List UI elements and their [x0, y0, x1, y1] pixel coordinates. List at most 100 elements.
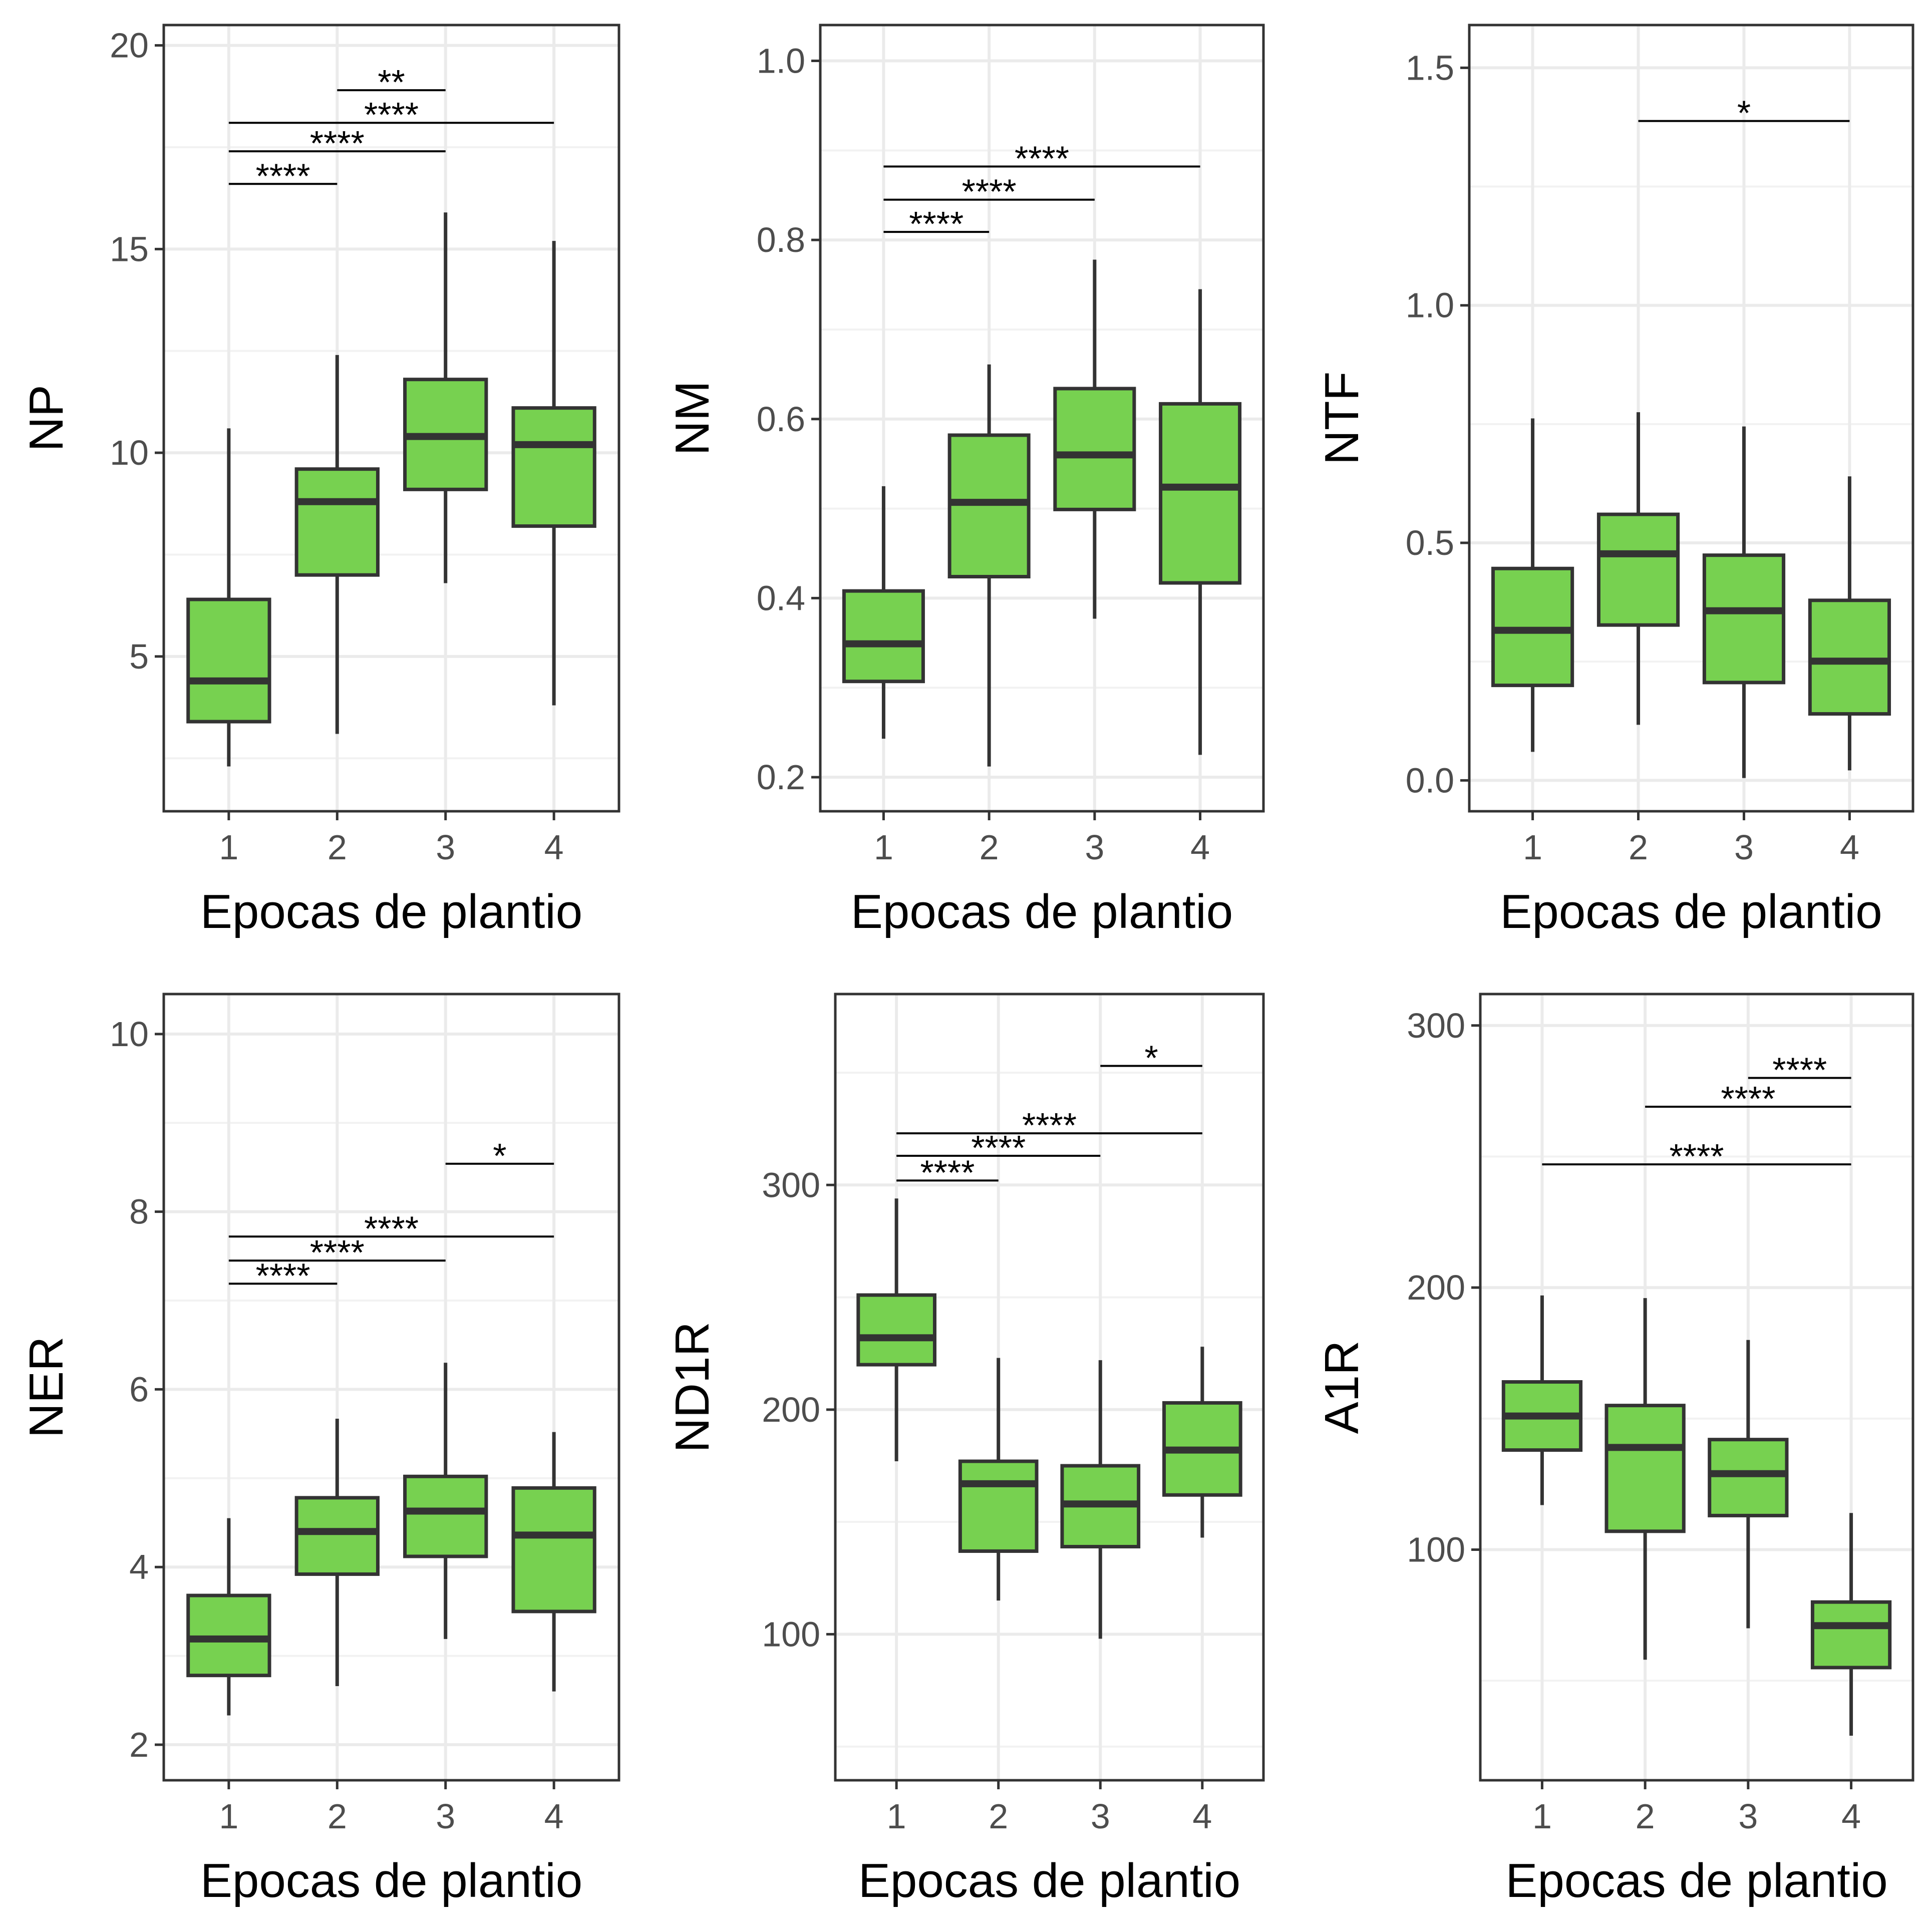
significance-bracket: ****	[896, 1106, 1202, 1145]
x-tick-label: 4	[1841, 1797, 1861, 1836]
box-3	[1060, 1360, 1141, 1639]
box-2	[294, 355, 380, 734]
significance-bracket: *	[1100, 1039, 1202, 1078]
box-body	[294, 467, 380, 577]
significance-label: ****	[1022, 1106, 1077, 1145]
x-tick-label: 3	[436, 1797, 455, 1836]
box-1	[1501, 1295, 1583, 1505]
box-4	[1162, 1347, 1242, 1538]
significance-label: ****	[256, 1256, 310, 1295]
x-tick-label: 3	[1091, 1797, 1110, 1836]
box-body	[403, 1474, 488, 1558]
panel-border	[162, 993, 620, 1782]
boxplot-panel-ntf: * 0.0 0.5 1.0 1.5 1 2 3 4 Epocas de plantio NTF	[1315, 24, 1914, 938]
significance-label: ****	[962, 172, 1017, 211]
box-1	[842, 486, 925, 739]
y-axis-title: NM	[666, 381, 719, 455]
significance-label: ****	[920, 1153, 975, 1192]
x-tick-label: 4	[1190, 828, 1210, 867]
box-1	[1491, 418, 1574, 752]
y-tick-label: 300	[1407, 1006, 1465, 1045]
x-tick-label: 3	[1085, 828, 1104, 867]
y-tick-label: 10	[110, 433, 149, 472]
significance-bracket: *	[445, 1136, 554, 1175]
significance-bracket: ****	[896, 1128, 1101, 1167]
box-4	[1159, 289, 1242, 755]
x-axis-title: Epocas de plantio	[1505, 1854, 1887, 1907]
significance-bracket: ****	[228, 1233, 446, 1272]
box-body	[1159, 402, 1242, 585]
box-body	[1808, 598, 1891, 716]
significance-label: ****	[909, 204, 963, 243]
x-tick-label: 4	[1192, 1797, 1212, 1836]
box-body	[511, 406, 596, 528]
significance-label: ****	[1015, 139, 1069, 178]
x-axis-title: Epocas de plantio	[200, 1854, 582, 1907]
box-body	[1810, 1600, 1892, 1670]
box-body	[1702, 553, 1786, 685]
y-tick-label: 0.4	[757, 578, 805, 617]
y-tick-label: 100	[1407, 1530, 1465, 1569]
x-axis-title: Epocas de plantio	[1500, 885, 1882, 938]
y-tick-label: 15	[110, 229, 149, 268]
significance-bracket: **	[337, 63, 446, 102]
y-tick-label: 0.6	[757, 400, 805, 439]
panel-border	[162, 24, 620, 813]
panel-border	[1479, 993, 1914, 1782]
y-axis-title: NER	[20, 1337, 73, 1438]
significance-bracket: *	[1638, 94, 1850, 133]
significance-label: *	[493, 1136, 506, 1175]
significance-bracket: ****	[228, 1256, 338, 1295]
y-tick-label: 20	[110, 26, 149, 65]
box-body	[856, 1293, 936, 1367]
significance-bracket: ****	[228, 1209, 554, 1248]
box-body	[511, 1486, 596, 1614]
significance-label: ****	[1670, 1137, 1724, 1176]
y-tick-label: 5	[129, 637, 149, 676]
x-axis-title: Epocas de plantio	[858, 1854, 1240, 1907]
x-tick-label: 1	[874, 828, 893, 867]
significance-bracket: ****	[228, 95, 554, 134]
y-tick-label: 4	[129, 1547, 149, 1586]
x-axis-title: Epocas de plantio	[200, 885, 582, 938]
box-2	[947, 364, 1031, 767]
significance-label: ****	[971, 1128, 1026, 1167]
box-3	[1708, 1340, 1789, 1629]
box-3	[1702, 426, 1786, 778]
significance-bracket: ****	[1748, 1050, 1851, 1089]
significance-bracket: ****	[883, 204, 990, 243]
y-tick-label: 6	[129, 1370, 149, 1409]
y-tick-label: 200	[1407, 1268, 1465, 1307]
y-tick-label: 0.5	[1406, 523, 1454, 562]
panel-border	[1468, 24, 1914, 813]
y-tick-label: 1.5	[1406, 48, 1454, 87]
box-body	[1596, 512, 1680, 627]
significance-label: ****	[364, 95, 419, 134]
x-tick-label: 2	[1636, 1797, 1655, 1836]
significance-bracket: ****	[1542, 1137, 1851, 1176]
box-body	[1708, 1438, 1789, 1517]
y-tick-label: 0.2	[757, 758, 805, 797]
box-4	[511, 1432, 596, 1692]
y-tick-label: 300	[762, 1165, 820, 1204]
x-tick-label: 4	[1840, 828, 1859, 867]
significance-bracket: ****	[883, 172, 1095, 211]
x-tick-label: 4	[544, 1797, 564, 1836]
y-tick-label: 1.0	[757, 42, 805, 81]
y-tick-label: 10	[110, 1015, 149, 1054]
panel-background	[835, 994, 1263, 1780]
x-tick-label: 2	[328, 1797, 347, 1836]
box-2	[1604, 1298, 1686, 1660]
y-tick-label: 100	[762, 1615, 820, 1654]
box-1	[856, 1198, 936, 1462]
x-axis-title: Epocas de plantio	[851, 885, 1233, 938]
y-axis-title: A1R	[1315, 1341, 1369, 1434]
box-3	[403, 1363, 488, 1639]
y-tick-label: 0.8	[757, 220, 805, 259]
x-tick-label: 2	[980, 828, 999, 867]
x-tick-label: 1	[219, 828, 238, 867]
